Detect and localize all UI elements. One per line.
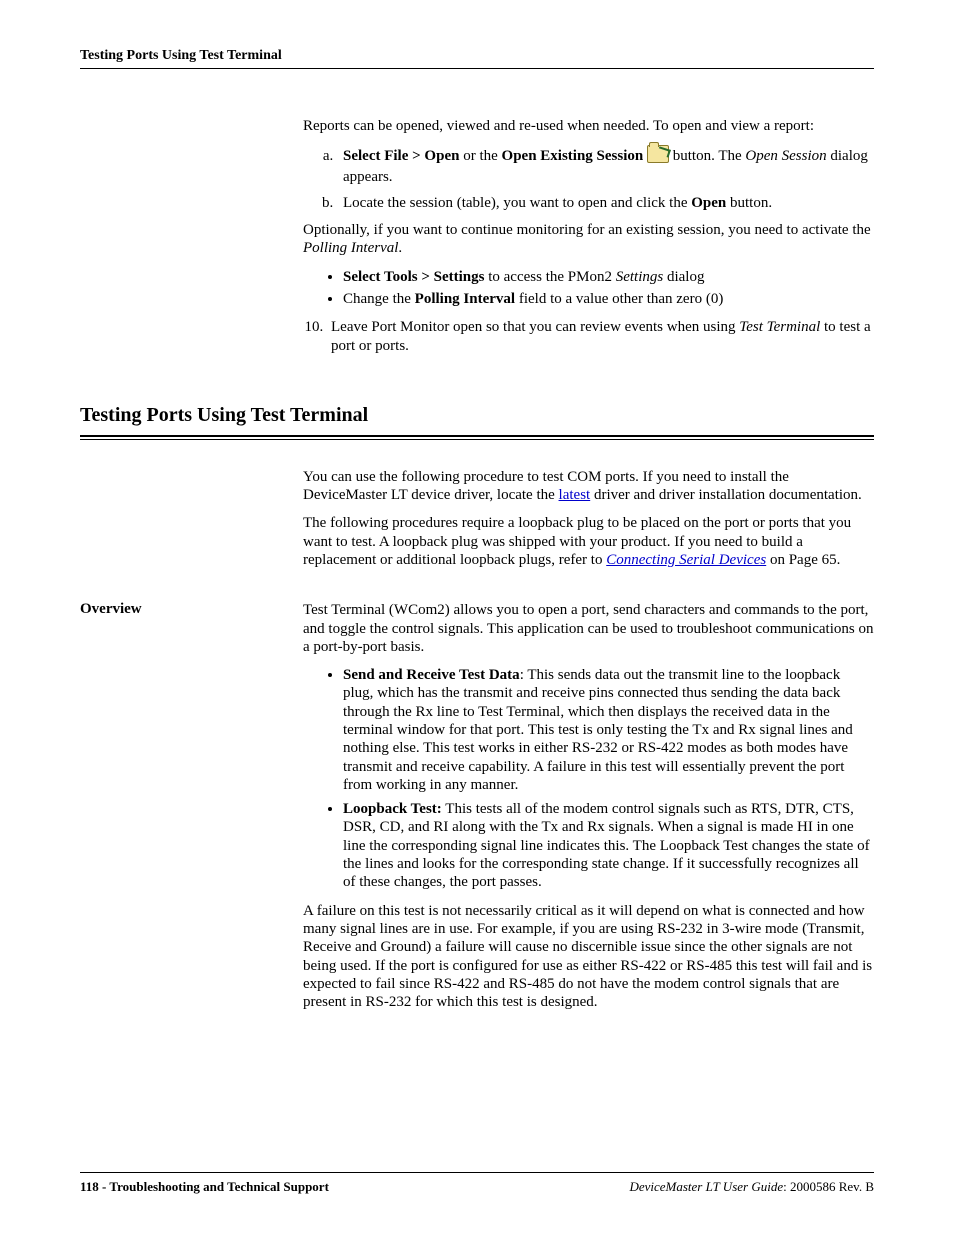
content-row-2: You can use the following procedure to t…: [80, 468, 874, 579]
optional-b1-post1: to access the PMon2: [484, 269, 615, 285]
optional-b2-bold: Polling Interval: [415, 291, 515, 307]
optional-pre: Optionally, if you want to continue moni…: [303, 222, 871, 238]
overview-bullet-1: Send and Receive Test Data: This sends d…: [343, 666, 874, 794]
content-row-overview: Overview Test Terminal (WCom2) allows yo…: [80, 601, 874, 1021]
footer-left: 118 - Troubleshooting and Technical Supp…: [80, 1179, 329, 1195]
page: Testing Ports Using Test Terminal Report…: [0, 0, 954, 1235]
footer-line: 118 - Troubleshooting and Technical Supp…: [80, 1179, 874, 1195]
page-footer: 118 - Troubleshooting and Technical Supp…: [80, 1172, 874, 1195]
optional-paragraph: Optionally, if you want to continue moni…: [303, 221, 874, 258]
optional-bullets: Select Tools > Settings to access the PM…: [303, 268, 874, 309]
footer-right-rest: : 2000586 Rev. B: [783, 1179, 874, 1194]
optional-b2-post: field to a value other than zero (0): [515, 291, 723, 307]
open-step-a-mid: or the: [459, 148, 501, 164]
running-header: Testing Ports Using Test Terminal: [80, 48, 874, 64]
main-col-2: You can use the following procedure to t…: [303, 468, 874, 579]
latest-link[interactable]: latest: [559, 487, 591, 503]
overview-bullet-2: Loopback Test: This tests all of the mod…: [343, 800, 874, 891]
open-step-b-pre: Locate the session (table), you want to …: [343, 195, 691, 211]
open-steps-list: Select File > Open or the Open Existing …: [303, 145, 874, 213]
step-10-italic: Test Terminal: [739, 319, 820, 335]
optional-b2-pre: Change the: [343, 291, 415, 307]
reports-open-paragraph: Reports can be opened, viewed and re-use…: [303, 117, 874, 135]
footer-rule: [80, 1172, 874, 1173]
optional-italic: Polling Interval: [303, 240, 398, 256]
running-header-rule: [80, 68, 874, 69]
main-col-overview: Test Terminal (WCom2) allows you to open…: [303, 601, 874, 1021]
overview-b2-bold: Loopback Test:: [343, 801, 442, 817]
overview-p1: Test Terminal (WCom2) allows you to open…: [303, 601, 874, 656]
footer-left-rest: - Troubleshooting and Technical Support: [99, 1179, 329, 1194]
optional-bullet-2: Change the Polling Interval field to a v…: [343, 290, 874, 308]
open-step-b-post: button.: [726, 195, 772, 211]
overview-b2-para2: A failure on this test is not necessaril…: [303, 902, 874, 1012]
open-step-a-aftericon: button. The: [669, 148, 745, 164]
open-step-a-italic: Open Session: [745, 148, 826, 164]
optional-post: .: [398, 240, 402, 256]
open-step-a-bold1: Select File > Open: [343, 148, 459, 164]
step-10-pre: Leave Port Monitor open so that you can …: [331, 319, 739, 335]
optional-b1-italic: Settings: [616, 269, 664, 285]
overview-b1-bold: Send and Receive Test Data: [343, 667, 520, 683]
overview-side-label: Overview: [80, 601, 303, 618]
optional-bullet-1: Select Tools > Settings to access the PM…: [343, 268, 874, 286]
section-rule-thick: [80, 435, 874, 437]
footer-right-title: DeviceMaster LT User Guide: [629, 1179, 783, 1194]
section-p2-post: on Page 65.: [766, 552, 840, 568]
overview-bullets: Send and Receive Test Data: This sends d…: [303, 666, 874, 892]
open-step-a: Select File > Open or the Open Existing …: [337, 145, 874, 187]
footer-page-num: 118: [80, 1179, 99, 1194]
open-step-b: Locate the session (table), you want to …: [337, 193, 874, 213]
open-step-b-bold: Open: [691, 195, 726, 211]
numbered-step-10: Leave Port Monitor open so that you can …: [303, 318, 874, 356]
footer-right: DeviceMaster LT User Guide: 2000586 Rev.…: [629, 1179, 874, 1195]
open-step-a-bold2: Open Existing Session: [502, 148, 644, 164]
section-rule-thin: [80, 439, 874, 440]
section-p1: You can use the following procedure to t…: [303, 468, 874, 505]
main-col-1: Reports can be opened, viewed and re-use…: [303, 117, 874, 364]
connecting-serial-devices-link[interactable]: Connecting Serial Devices: [606, 552, 766, 568]
content-row-1: Reports can be opened, viewed and re-use…: [80, 117, 874, 364]
section-p2: The following procedures require a loopb…: [303, 514, 874, 569]
overview-b1-text: : This sends data out the transmit line …: [343, 667, 853, 793]
open-session-icon: [647, 145, 669, 163]
section-p1-post: driver and driver installation documenta…: [590, 487, 862, 503]
step-10: Leave Port Monitor open so that you can …: [327, 318, 874, 356]
optional-b1-bold: Select Tools > Settings: [343, 269, 484, 285]
optional-b1-post2: dialog: [663, 269, 704, 285]
section-heading: Testing Ports Using Test Terminal: [80, 404, 874, 427]
